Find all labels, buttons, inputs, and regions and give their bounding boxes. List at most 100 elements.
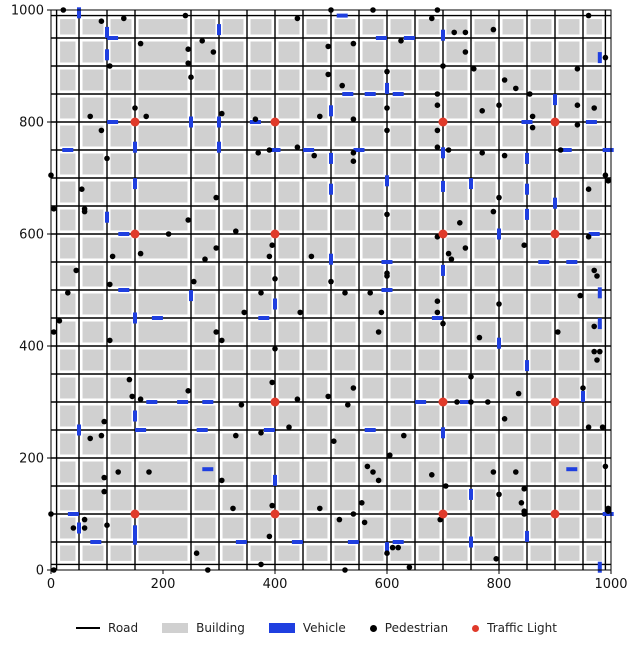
building-block bbox=[558, 349, 580, 371]
pedestrian-point bbox=[359, 500, 365, 506]
building-block bbox=[278, 517, 300, 539]
building-block bbox=[586, 377, 602, 399]
vehicle-marker bbox=[459, 400, 471, 404]
legend-item-building: Building bbox=[162, 621, 245, 635]
pedestrian-point bbox=[317, 505, 323, 512]
building-block bbox=[334, 125, 356, 147]
building-block bbox=[60, 517, 76, 539]
building-block bbox=[278, 545, 300, 561]
pedestrian-point bbox=[269, 242, 276, 248]
building-block bbox=[334, 69, 356, 91]
building-block bbox=[558, 41, 580, 63]
pedestrian-point bbox=[294, 396, 301, 403]
building-block bbox=[558, 517, 580, 539]
building-block bbox=[474, 41, 496, 63]
building-block bbox=[194, 41, 216, 63]
vehicle-marker bbox=[189, 290, 193, 302]
building-block bbox=[250, 321, 272, 343]
building-block bbox=[362, 69, 384, 91]
building-block bbox=[558, 433, 580, 455]
building-block bbox=[530, 19, 552, 35]
building-block bbox=[502, 125, 524, 147]
pedestrian-point bbox=[213, 245, 219, 251]
building-block bbox=[558, 19, 580, 35]
pedestrian-swatch-icon bbox=[369, 624, 377, 632]
building-block bbox=[390, 545, 412, 561]
building-block bbox=[60, 461, 76, 483]
pedestrian-point bbox=[73, 267, 79, 274]
vehicle-marker bbox=[118, 288, 130, 292]
building-block bbox=[138, 321, 188, 343]
building-block bbox=[390, 433, 412, 455]
vehicle-marker bbox=[263, 428, 275, 432]
building-block bbox=[278, 405, 300, 427]
building-block bbox=[474, 209, 496, 231]
building-block bbox=[306, 349, 328, 371]
pedestrian-point bbox=[238, 402, 245, 408]
building-block bbox=[474, 19, 496, 35]
traffic-light-point bbox=[270, 117, 280, 127]
vehicle-marker bbox=[77, 424, 81, 436]
building-block bbox=[278, 489, 300, 511]
pedestrian-point bbox=[375, 329, 382, 335]
pedestrian-point bbox=[317, 113, 323, 120]
pedestrian-point bbox=[585, 186, 592, 192]
building-block bbox=[362, 293, 384, 315]
pedestrian-point bbox=[434, 91, 441, 97]
pedestrian-point bbox=[185, 60, 191, 66]
pedestrian-point bbox=[325, 393, 332, 400]
pedestrian-point bbox=[137, 250, 144, 257]
pedestrian-point bbox=[490, 469, 497, 475]
city-map-chart: 0 200 400 600 800 1000 0 200 400 600 800 1000 bbox=[11, 4, 628, 593]
building-block bbox=[418, 125, 440, 147]
building-block bbox=[530, 153, 552, 175]
building-block bbox=[558, 377, 580, 399]
pedestrian-point bbox=[185, 46, 191, 52]
pedestrian-point bbox=[367, 290, 374, 296]
building-block bbox=[418, 461, 440, 483]
building-block bbox=[82, 321, 104, 343]
pedestrian-point bbox=[266, 253, 273, 260]
building-block bbox=[306, 265, 328, 287]
building-block bbox=[194, 377, 216, 399]
building-block bbox=[110, 349, 132, 371]
building-block bbox=[334, 181, 356, 203]
building-block bbox=[250, 19, 272, 35]
vehicle-marker bbox=[525, 152, 529, 164]
vehicle-marker bbox=[441, 147, 445, 159]
building-block bbox=[306, 489, 328, 511]
traffic-light-point bbox=[270, 229, 280, 239]
pedestrian-point bbox=[115, 469, 121, 475]
vehicle-marker bbox=[469, 178, 473, 190]
building-block bbox=[446, 209, 468, 231]
pedestrian-point bbox=[193, 550, 200, 556]
building-block bbox=[362, 181, 384, 203]
building-block bbox=[446, 265, 468, 287]
building-block bbox=[110, 293, 132, 315]
building-block bbox=[250, 153, 272, 175]
building-block bbox=[334, 545, 356, 561]
building-block bbox=[278, 265, 300, 287]
building-block bbox=[418, 209, 440, 231]
building-block bbox=[502, 19, 524, 35]
pedestrian-point bbox=[121, 15, 127, 22]
pedestrian-point bbox=[350, 511, 357, 517]
building-block bbox=[60, 489, 76, 511]
pedestrian-point bbox=[496, 194, 502, 201]
vehicle-marker bbox=[353, 148, 365, 152]
pedestrian-point bbox=[521, 511, 527, 517]
building-block bbox=[110, 433, 132, 455]
building-block bbox=[502, 181, 524, 203]
pedestrian-point bbox=[182, 12, 189, 19]
building-block bbox=[418, 265, 440, 287]
pedestrian-point bbox=[339, 82, 346, 89]
building-block bbox=[110, 153, 132, 175]
building-block bbox=[502, 237, 524, 259]
building-block bbox=[60, 153, 76, 175]
vehicle-marker bbox=[602, 148, 614, 152]
legend-item-traffic-light: Traffic Light bbox=[472, 621, 557, 635]
pedestrian-point bbox=[350, 40, 357, 47]
pedestrian-point bbox=[501, 77, 508, 83]
pedestrian-point bbox=[501, 416, 508, 422]
pedestrian-point bbox=[602, 172, 609, 178]
